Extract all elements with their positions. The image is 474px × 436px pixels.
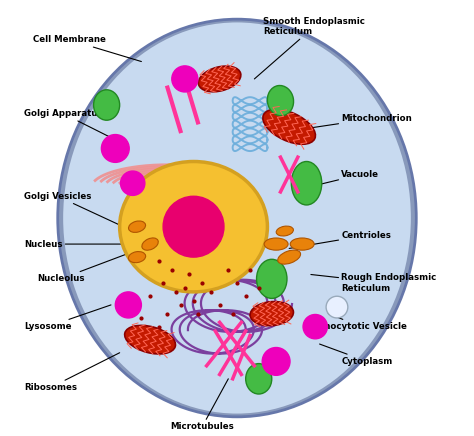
Ellipse shape [292,161,322,205]
Circle shape [120,171,145,195]
Ellipse shape [256,259,287,298]
Ellipse shape [199,66,241,92]
Ellipse shape [276,226,293,236]
Text: Cytoplasm: Cytoplasm [319,344,392,366]
Text: Microtubules: Microtubules [170,379,234,431]
Text: Lysosome: Lysosome [24,305,111,331]
Text: Golgi Vesicles: Golgi Vesicles [24,192,133,231]
Text: Vacuole: Vacuole [307,170,379,187]
Ellipse shape [128,252,146,262]
Ellipse shape [119,161,267,292]
Ellipse shape [93,90,119,120]
Circle shape [163,196,224,257]
Ellipse shape [250,302,293,326]
Circle shape [303,314,328,339]
Ellipse shape [264,238,288,250]
Ellipse shape [290,238,314,250]
Text: Centrioles: Centrioles [289,231,391,249]
Ellipse shape [128,221,146,232]
Text: Cell Membrane: Cell Membrane [33,35,141,61]
Ellipse shape [142,238,158,250]
Ellipse shape [267,85,293,116]
Text: Golgi Apparatus: Golgi Apparatus [24,109,124,144]
Circle shape [172,66,198,92]
Ellipse shape [246,364,272,394]
Text: Pinocytotic Vesicle: Pinocytotic Vesicle [315,313,407,331]
Ellipse shape [125,325,175,354]
Text: Mitochondrion: Mitochondrion [289,113,412,131]
Ellipse shape [58,19,416,417]
Ellipse shape [63,22,411,414]
Circle shape [101,135,129,162]
Text: Rough Endoplasmic
Reticulum: Rough Endoplasmic Reticulum [311,273,437,293]
Ellipse shape [278,250,301,264]
Text: Nucleolus: Nucleolus [37,235,176,283]
Circle shape [262,347,290,375]
Circle shape [115,292,141,318]
Text: Ribosomes: Ribosomes [24,353,119,392]
Ellipse shape [263,109,315,144]
Circle shape [326,296,348,318]
Text: Nucleus: Nucleus [24,239,137,249]
Text: Smooth Endoplasmic
Reticulum: Smooth Endoplasmic Reticulum [255,17,365,79]
